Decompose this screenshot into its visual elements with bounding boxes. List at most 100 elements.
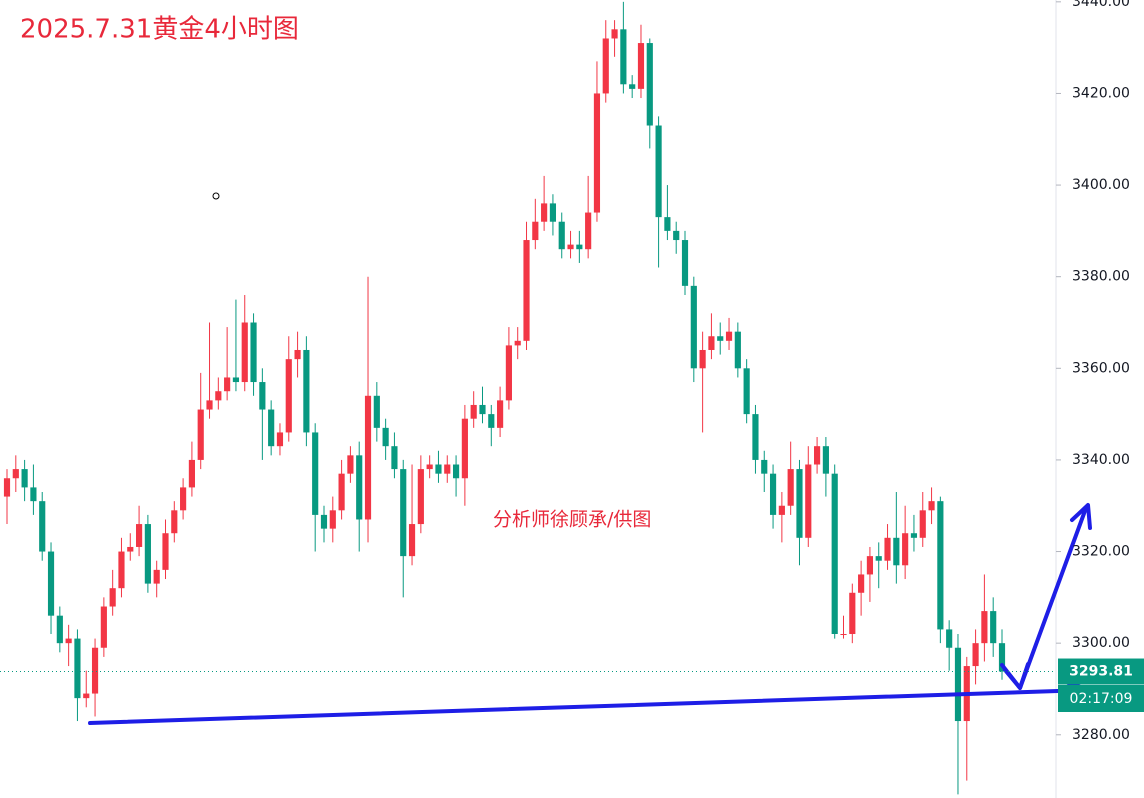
candle-body	[197, 409, 204, 460]
arrow-head	[1070, 503, 1092, 530]
candle-body	[373, 395, 380, 428]
candle-body	[629, 84, 636, 89]
candle-body	[30, 487, 37, 502]
y-tick-label: 3440.00	[1072, 0, 1130, 10]
candle-body	[171, 510, 178, 534]
marker-dot	[212, 192, 220, 200]
candle-body	[364, 395, 372, 520]
candle-body	[761, 459, 768, 474]
candle-body	[567, 244, 574, 250]
candle-body	[206, 400, 213, 410]
arrow-head	[1003, 662, 1030, 690]
candle-body	[497, 400, 504, 428]
candle-body	[12, 469, 19, 479]
candle-body	[937, 501, 944, 630]
candle-body	[188, 459, 195, 488]
candle-body	[153, 569, 160, 584]
candle-body	[320, 514, 328, 529]
candle-body	[831, 473, 838, 635]
candle-body	[549, 203, 557, 222]
candle-body	[585, 212, 592, 250]
y-tick-label: 3300.00	[1072, 635, 1130, 651]
candle-body	[523, 240, 530, 341]
y-tick-label: 3380.00	[1072, 269, 1130, 285]
candles	[3, 1, 1006, 795]
candle-body	[690, 285, 697, 369]
candle-body	[232, 377, 240, 383]
candle-body	[109, 588, 116, 607]
candle-body	[135, 524, 143, 547]
candle-body	[382, 427, 389, 447]
y-tick-label: 3340.00	[1072, 452, 1130, 468]
candle-body	[611, 29, 618, 39]
candle-body	[47, 551, 55, 616]
candle-body	[893, 537, 900, 566]
candle-body	[505, 345, 512, 401]
candle-body	[74, 638, 81, 699]
candle-body	[884, 537, 891, 561]
candle-body	[840, 634, 847, 636]
candle-body	[3, 478, 11, 497]
candle-body	[637, 43, 645, 89]
candle-body	[602, 38, 609, 94]
candle-body	[725, 331, 733, 341]
candle-body	[118, 551, 125, 589]
candle-body	[814, 446, 821, 465]
candle-body	[717, 336, 724, 341]
candle-body	[100, 606, 107, 648]
candle-body	[928, 501, 935, 511]
candle-body	[21, 469, 28, 488]
candle-body	[461, 418, 468, 479]
countdown-tag	[1058, 685, 1144, 712]
candle-body	[673, 230, 680, 241]
candle-body	[435, 464, 442, 474]
candle-body	[180, 487, 187, 511]
candle-body	[866, 556, 874, 575]
candle-body	[655, 125, 662, 218]
candle-body	[902, 533, 909, 566]
candle-body	[919, 510, 926, 538]
candle-body	[329, 510, 336, 529]
candle-body	[488, 414, 495, 428]
candle-body	[532, 221, 539, 241]
candle-body	[56, 615, 63, 644]
last-price-tag	[1058, 658, 1144, 685]
candle-body	[796, 469, 803, 538]
candle-body	[875, 556, 882, 561]
candle-body	[769, 473, 777, 515]
candle-body	[312, 432, 319, 515]
candle-body	[752, 414, 759, 460]
candle-body	[127, 546, 134, 552]
candle-body	[981, 611, 988, 644]
y-tick-label: 3420.00	[1072, 85, 1130, 101]
candle-body	[805, 464, 812, 538]
y-tick-label: 3360.00	[1072, 360, 1130, 376]
candle-body	[593, 93, 601, 213]
candle-body	[268, 409, 275, 447]
candle-body	[452, 464, 460, 479]
candle-body	[162, 533, 169, 570]
watermark: 分析师徐顾承/供图	[493, 509, 651, 531]
candle-body	[356, 455, 363, 520]
candle-body	[241, 322, 248, 383]
candle-body	[946, 629, 953, 648]
candle-body	[954, 647, 962, 722]
candle-body	[664, 217, 671, 231]
candle-body	[708, 336, 715, 350]
candle-body	[224, 377, 231, 392]
candle-body	[787, 469, 794, 506]
candle-body	[620, 29, 627, 85]
candle-body	[734, 331, 741, 369]
candle-body	[849, 592, 856, 635]
candle-body	[65, 638, 72, 644]
candle-body	[83, 693, 90, 699]
candle-body	[681, 240, 689, 286]
candle-body	[514, 340, 521, 346]
candle-body	[408, 524, 416, 557]
candle-body	[479, 404, 486, 415]
candle-body	[417, 469, 424, 525]
y-tick-label: 3320.00	[1072, 544, 1130, 560]
candle-body	[558, 221, 565, 250]
